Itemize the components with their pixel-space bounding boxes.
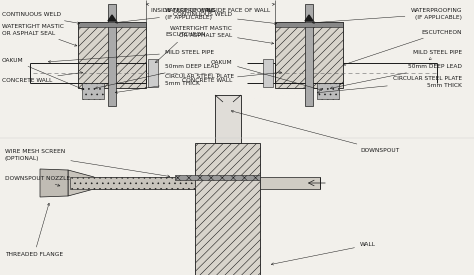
Bar — [195, 143, 260, 275]
Bar — [108, 4, 116, 106]
Text: 50mm DEEP LEAD: 50mm DEEP LEAD — [330, 65, 462, 89]
Bar — [148, 59, 158, 87]
Text: MILD STEEL PIPE: MILD STEEL PIPE — [48, 50, 214, 63]
Bar — [305, 4, 313, 106]
Bar — [82, 83, 104, 99]
Bar — [275, 22, 343, 27]
Polygon shape — [68, 170, 94, 196]
Polygon shape — [40, 169, 68, 197]
Bar — [78, 22, 146, 88]
Bar — [70, 177, 195, 189]
Text: CIRCULAR STEEL PLATE
5mm THICK: CIRCULAR STEEL PLATE 5mm THICK — [115, 75, 234, 93]
Text: 50mm DEEP LEAD: 50mm DEEP LEAD — [95, 65, 219, 89]
Text: WATERPROOFING
(IF APPLICABLE): WATERPROOFING (IF APPLICABLE) — [115, 9, 217, 24]
Bar — [70, 177, 195, 189]
Text: CONCRETE WALL: CONCRETE WALL — [2, 72, 82, 82]
Text: MILD STEEL PIPE: MILD STEEL PIPE — [413, 50, 462, 60]
Text: OAKUM: OAKUM — [210, 59, 322, 90]
Polygon shape — [108, 15, 116, 21]
Text: OAKUM: OAKUM — [2, 57, 84, 90]
Bar — [215, 95, 241, 143]
Bar — [263, 59, 273, 87]
Text: WALL: WALL — [271, 243, 376, 265]
Text: CONTINUOUS WELD: CONTINUOUS WELD — [173, 12, 277, 24]
Text: THREADED FLANGE: THREADED FLANGE — [5, 203, 63, 257]
Text: ESCUTCHEON: ESCUTCHEON — [343, 29, 462, 65]
Text: INSIDE FACE OF WALL: INSIDE FACE OF WALL — [146, 3, 215, 12]
Text: WATERTIGHT MASTIC
OR ASPHALT SEAL: WATERTIGHT MASTIC OR ASPHALT SEAL — [2, 24, 77, 46]
Text: CONCRETE WALL: CONCRETE WALL — [182, 72, 282, 82]
Text: WIRE MESH SCREEN
(OPTIONAL): WIRE MESH SCREEN (OPTIONAL) — [5, 149, 170, 177]
Text: WATERTIGHT MASTIC
OR ASPHALT SEAL: WATERTIGHT MASTIC OR ASPHALT SEAL — [170, 26, 273, 44]
Bar — [317, 83, 339, 99]
Bar — [260, 177, 320, 189]
Bar — [175, 175, 260, 180]
Text: WATERPROOFING
(IF APPLICABLE): WATERPROOFING (IF APPLICABLE) — [312, 9, 462, 24]
Text: DOWNSPOUT: DOWNSPOUT — [231, 110, 399, 153]
Polygon shape — [305, 15, 313, 21]
Text: INSIDE FACE OF WALL: INSIDE FACE OF WALL — [206, 3, 274, 12]
Text: ESCUTCHEON: ESCUTCHEON — [155, 32, 206, 63]
Text: CIRCULAR STEEL PLATE
5mm THICK: CIRCULAR STEEL PLATE 5mm THICK — [317, 76, 462, 94]
Text: CONTINUOUS WELD: CONTINUOUS WELD — [2, 12, 80, 24]
Bar — [275, 22, 343, 88]
Bar — [78, 22, 146, 27]
Text: DOWNSPOUT NOZZLE: DOWNSPOUT NOZZLE — [5, 175, 70, 186]
